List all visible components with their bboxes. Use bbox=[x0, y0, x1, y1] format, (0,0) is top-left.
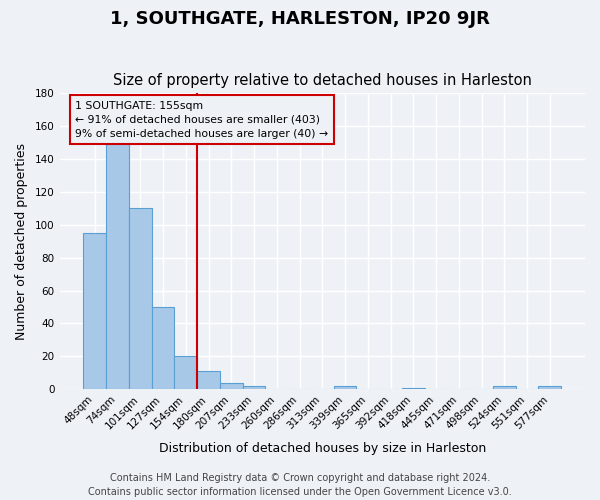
Bar bbox=[220, 382, 242, 389]
Title: Size of property relative to detached houses in Harleston: Size of property relative to detached ho… bbox=[113, 73, 532, 88]
Bar bbox=[152, 307, 175, 389]
Bar bbox=[197, 371, 220, 389]
Text: Contains HM Land Registry data © Crown copyright and database right 2024.
Contai: Contains HM Land Registry data © Crown c… bbox=[88, 473, 512, 497]
Y-axis label: Number of detached properties: Number of detached properties bbox=[15, 143, 28, 340]
Bar bbox=[106, 142, 129, 389]
Bar bbox=[334, 386, 356, 389]
Bar bbox=[175, 356, 197, 389]
Text: 1 SOUTHGATE: 155sqm
← 91% of detached houses are smaller (403)
9% of semi-detach: 1 SOUTHGATE: 155sqm ← 91% of detached ho… bbox=[76, 100, 328, 138]
Bar bbox=[83, 233, 106, 389]
X-axis label: Distribution of detached houses by size in Harleston: Distribution of detached houses by size … bbox=[158, 442, 486, 455]
Bar bbox=[493, 386, 515, 389]
Text: 1, SOUTHGATE, HARLESTON, IP20 9JR: 1, SOUTHGATE, HARLESTON, IP20 9JR bbox=[110, 10, 490, 28]
Bar bbox=[129, 208, 152, 389]
Bar bbox=[242, 386, 265, 389]
Bar bbox=[402, 388, 425, 389]
Bar bbox=[538, 386, 561, 389]
